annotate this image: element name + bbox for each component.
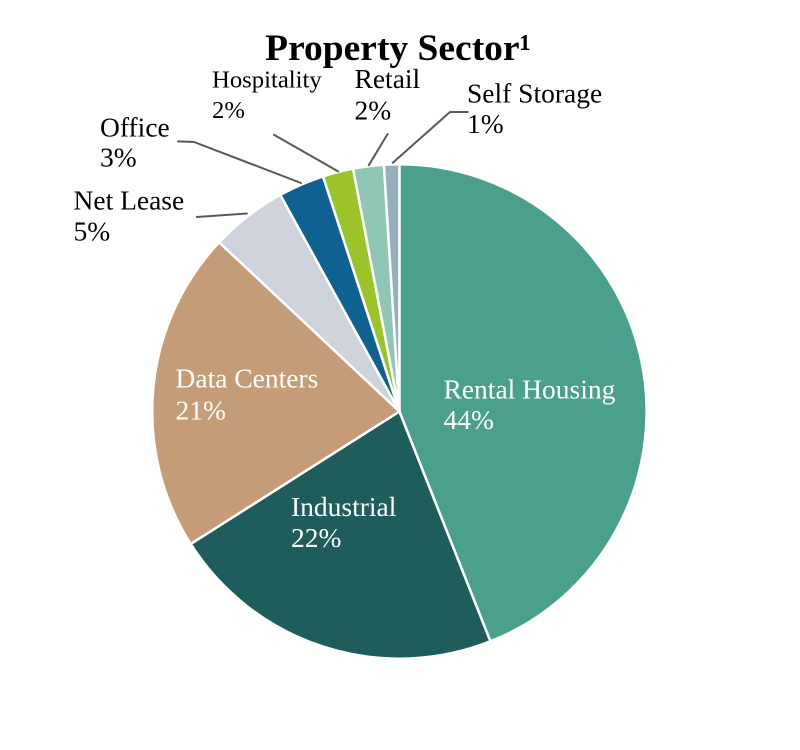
svg-text:5%: 5% xyxy=(74,216,111,247)
svg-text:2%: 2% xyxy=(355,94,392,125)
svg-text:Net Lease: Net Lease xyxy=(74,185,185,216)
svg-text:Retail: Retail xyxy=(355,63,421,94)
svg-text:21%: 21% xyxy=(176,395,226,426)
svg-text:Rental Housing: Rental Housing xyxy=(444,374,616,405)
svg-text:22%: 22% xyxy=(291,522,341,553)
svg-text:Office: Office xyxy=(100,111,170,142)
svg-text:1%: 1% xyxy=(467,108,504,139)
svg-text:Property Sector¹: Property Sector¹ xyxy=(265,28,531,69)
svg-text:Self Storage: Self Storage xyxy=(467,78,602,109)
svg-text:Data Centers: Data Centers xyxy=(176,363,319,394)
svg-text:3%: 3% xyxy=(100,142,137,173)
svg-text:2%: 2% xyxy=(212,97,245,124)
svg-text:44%: 44% xyxy=(444,404,494,435)
svg-text:Industrial: Industrial xyxy=(291,491,397,522)
svg-text:Hospitality: Hospitality xyxy=(212,67,322,94)
